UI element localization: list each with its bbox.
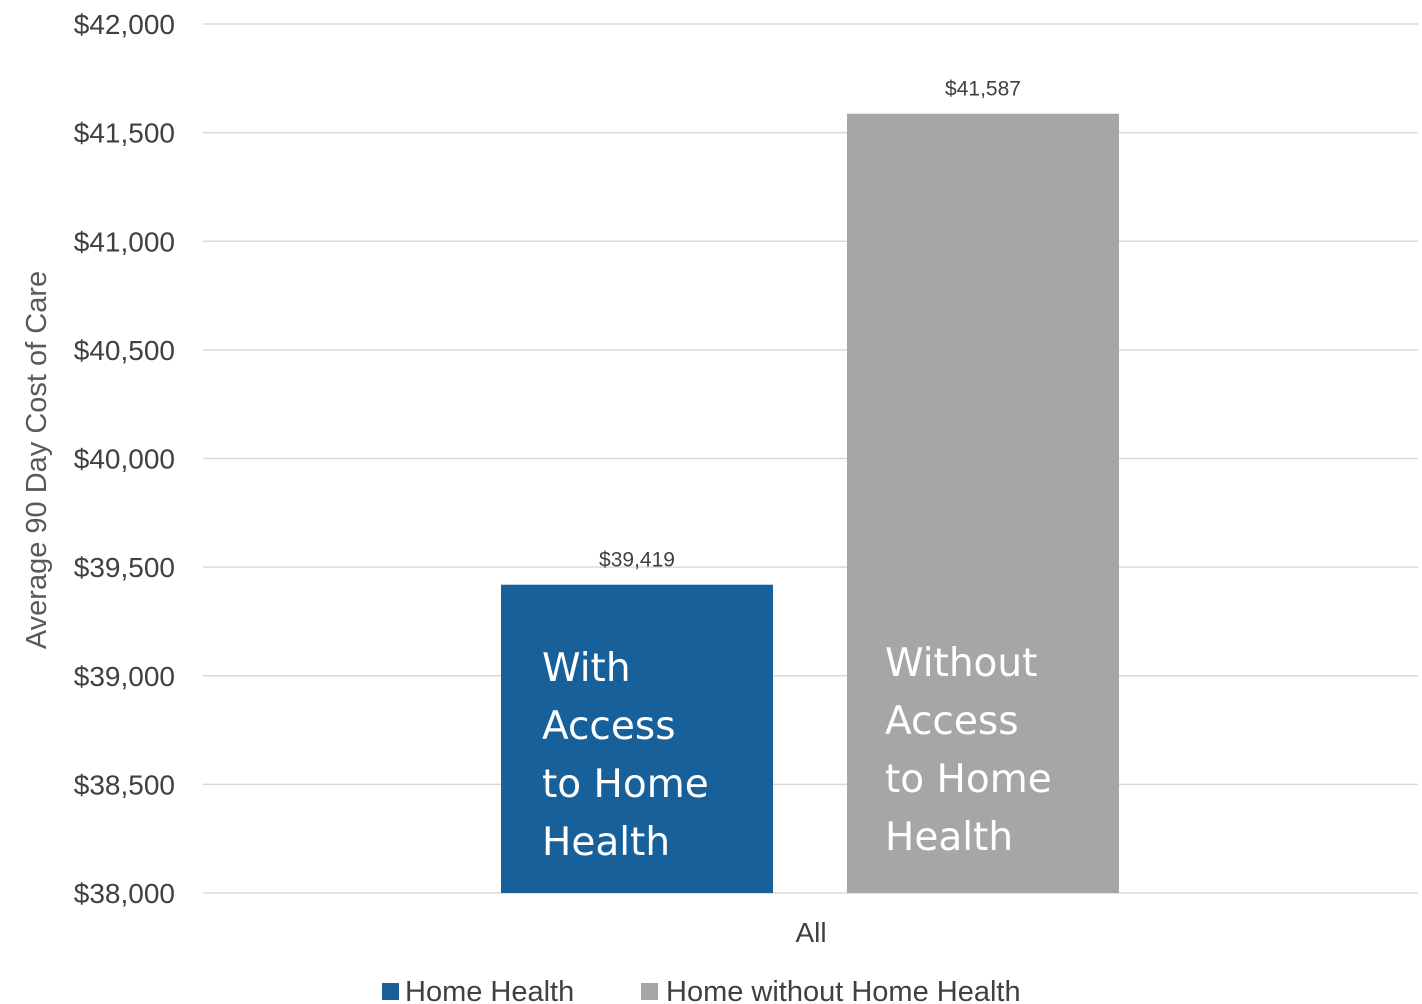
legend-swatch-home-health	[382, 983, 399, 1000]
legend-swatch-home-without-home-health	[641, 983, 658, 1000]
bar-annotation-line: Without	[885, 641, 1037, 686]
y-tick-label: $40,500	[74, 335, 175, 366]
bar-home-without-home-health	[847, 113, 1119, 894]
y-tick-label: $40,000	[74, 444, 175, 475]
y-tick-label: $39,500	[74, 552, 175, 583]
y-axis-label: Average 90 Day Cost of Care	[21, 271, 53, 649]
bar-annotation-line: Access	[542, 704, 676, 749]
gridlines	[203, 23, 1418, 894]
bar-annotation-line: to Home	[885, 757, 1052, 802]
bar-home-health	[501, 584, 773, 893]
bar-annotation-line: Access	[885, 699, 1019, 744]
bar-annotation-line: With	[542, 646, 631, 691]
legend-label-home-without-home-health: Home without Home Health	[666, 976, 1021, 1004]
y-tick-label: $41,500	[74, 118, 175, 149]
y-tick-label: $38,500	[74, 769, 175, 800]
x-category-label: All	[795, 917, 826, 948]
legend-label-home-health: Home Health	[405, 976, 574, 1004]
y-tick-label: $42,000	[74, 9, 175, 40]
y-axis-tick-labels: $38,000 $38,500 $39,000 $39,500 $40,000 $40,5…	[74, 9, 175, 909]
bar-annotation-line: Health	[542, 820, 670, 865]
legend: Home Health Home without Home Health	[382, 976, 1021, 1004]
data-label: $41,587	[945, 78, 1021, 101]
y-tick-label: $38,000	[74, 878, 175, 909]
bars	[501, 113, 1119, 894]
bar-annotation-line: to Home	[542, 762, 709, 807]
data-labels: $39,419 With Access to Home Health $41,587 Wit…	[542, 78, 1052, 865]
data-label: $39,419	[599, 549, 675, 572]
y-tick-label: $41,000	[74, 226, 175, 257]
bar-annotation-line: Health	[885, 815, 1013, 860]
y-tick-label: $39,000	[74, 661, 175, 692]
